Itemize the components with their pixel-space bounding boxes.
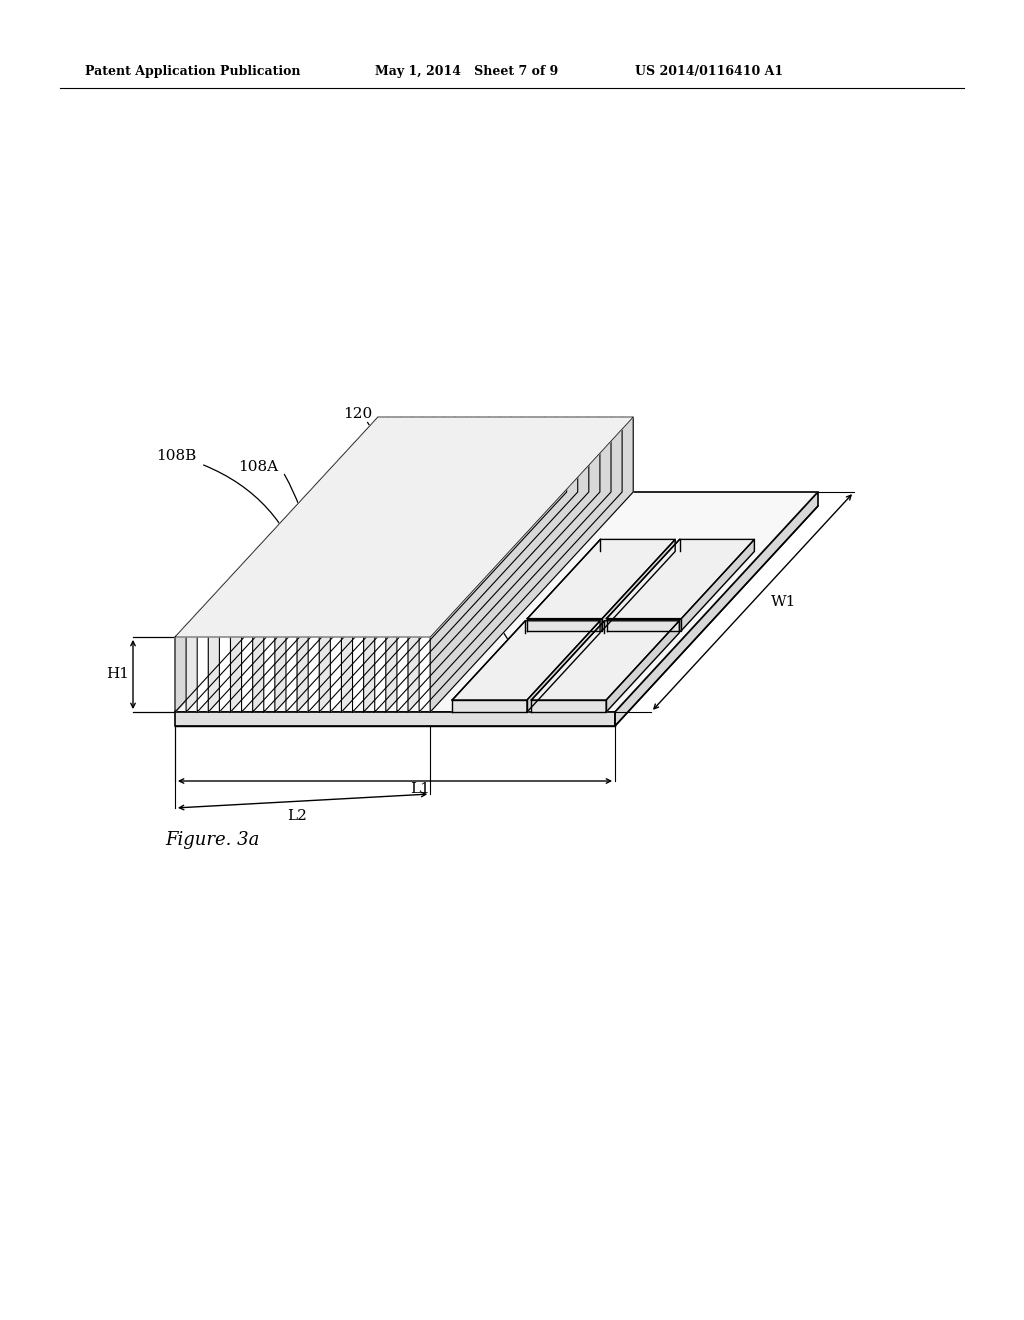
Polygon shape bbox=[408, 417, 611, 711]
Polygon shape bbox=[253, 417, 456, 711]
Polygon shape bbox=[186, 417, 389, 711]
Text: H1: H1 bbox=[106, 668, 129, 681]
Text: May 1, 2014   Sheet 7 of 9: May 1, 2014 Sheet 7 of 9 bbox=[375, 66, 558, 78]
Polygon shape bbox=[375, 417, 578, 711]
Polygon shape bbox=[527, 540, 675, 619]
Polygon shape bbox=[606, 540, 755, 619]
Text: Patent Application Publication: Patent Application Publication bbox=[85, 66, 300, 78]
Polygon shape bbox=[453, 620, 600, 700]
Polygon shape bbox=[341, 417, 545, 711]
Polygon shape bbox=[242, 417, 444, 711]
Polygon shape bbox=[364, 417, 566, 711]
Polygon shape bbox=[419, 417, 623, 711]
Text: US 2014/0116410 A1: US 2014/0116410 A1 bbox=[635, 66, 783, 78]
Polygon shape bbox=[175, 417, 378, 711]
Polygon shape bbox=[198, 417, 400, 711]
Polygon shape bbox=[208, 417, 412, 711]
Text: Figure. 3a: Figure. 3a bbox=[165, 832, 259, 849]
Polygon shape bbox=[286, 417, 488, 711]
Polygon shape bbox=[531, 700, 606, 711]
Text: 108B: 108B bbox=[156, 449, 196, 463]
Polygon shape bbox=[175, 417, 633, 638]
Polygon shape bbox=[264, 417, 467, 711]
Text: L2: L2 bbox=[288, 809, 307, 822]
Polygon shape bbox=[681, 540, 755, 631]
Text: L1: L1 bbox=[410, 781, 430, 796]
Polygon shape bbox=[308, 417, 511, 711]
Polygon shape bbox=[175, 492, 818, 711]
Text: 120: 120 bbox=[343, 407, 373, 421]
Text: W1: W1 bbox=[770, 595, 796, 609]
Polygon shape bbox=[297, 417, 500, 711]
Polygon shape bbox=[453, 700, 527, 711]
Polygon shape bbox=[606, 619, 681, 631]
Polygon shape bbox=[527, 620, 600, 711]
Polygon shape bbox=[386, 417, 589, 711]
Text: 108A: 108A bbox=[238, 459, 278, 474]
Polygon shape bbox=[331, 417, 534, 711]
Polygon shape bbox=[219, 417, 422, 711]
Polygon shape bbox=[602, 540, 675, 631]
Polygon shape bbox=[615, 492, 818, 726]
Polygon shape bbox=[175, 711, 615, 726]
Polygon shape bbox=[397, 417, 600, 711]
Polygon shape bbox=[606, 620, 679, 711]
Polygon shape bbox=[531, 620, 679, 700]
Polygon shape bbox=[430, 417, 633, 711]
Polygon shape bbox=[527, 619, 602, 631]
Polygon shape bbox=[274, 417, 478, 711]
Polygon shape bbox=[319, 417, 522, 711]
Polygon shape bbox=[352, 417, 556, 711]
Polygon shape bbox=[230, 417, 433, 711]
